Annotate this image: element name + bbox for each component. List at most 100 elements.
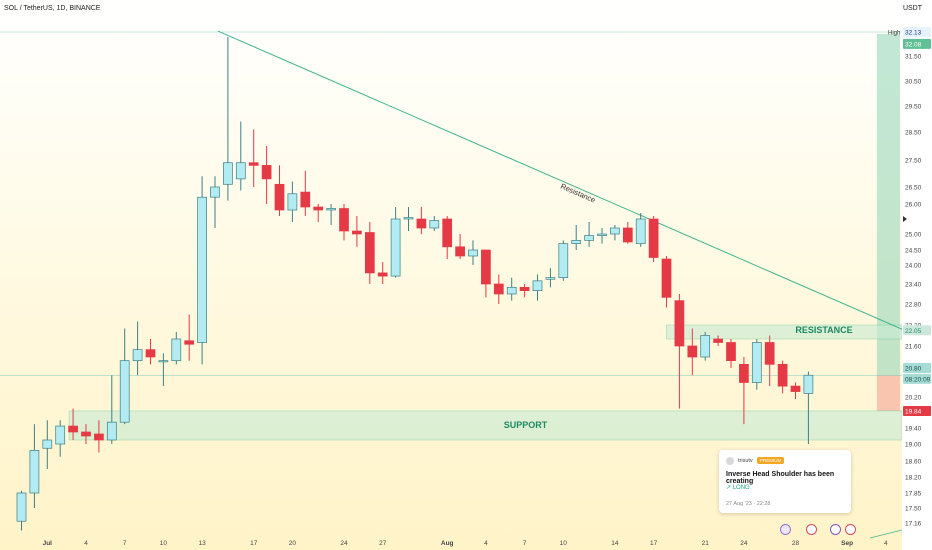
y-tick-label: 29.50	[905, 104, 922, 111]
candle-body	[764, 342, 775, 365]
candle-body	[519, 286, 530, 292]
idea-card[interactable]: trisutv PREMIUM Inverse Head Shoulder ha…	[719, 450, 851, 513]
candle-body	[197, 196, 207, 343]
x-tick-label: 4	[84, 540, 88, 547]
y-tick-label: 23.40	[905, 282, 922, 289]
candle-body	[455, 246, 465, 257]
candle-body	[223, 162, 233, 185]
stop-zone	[876, 375, 900, 411]
y-tick-label: 26.00	[905, 202, 922, 209]
candle-body	[597, 233, 607, 236]
candle-body	[506, 286, 517, 295]
candle-body	[313, 206, 324, 211]
flag-icon[interactable]	[806, 524, 817, 535]
premium-badge: PREMIUM	[757, 457, 785, 464]
candle	[42, 420, 53, 469]
lightning-icon[interactable]	[780, 524, 791, 535]
candle-body	[726, 342, 736, 362]
candle	[313, 204, 324, 222]
candle	[532, 274, 543, 301]
candle-body	[545, 277, 556, 280]
candle-body	[390, 218, 401, 277]
candle-body	[777, 363, 788, 387]
candle	[223, 36, 233, 201]
y-tick-label: 30.50	[905, 79, 922, 86]
price-tag-support: 19.84	[905, 408, 922, 415]
x-tick-label: 10	[560, 540, 568, 547]
y-tick-label: 24.50	[905, 248, 922, 255]
candle-body	[55, 425, 66, 445]
x-tick-label: 20	[289, 540, 297, 547]
y-tick-label: 19.00	[905, 442, 922, 449]
candle	[210, 176, 220, 228]
author-avatar	[726, 457, 734, 465]
candle	[197, 176, 207, 365]
x-tick-label: 17	[650, 540, 658, 547]
x-tick-label: 28	[792, 540, 800, 547]
chart-title[interactable]: SOL / TetherUS, 1D, BINANCE	[4, 5, 101, 12]
candle	[106, 375, 117, 444]
candle	[235, 121, 246, 191]
candle	[506, 277, 517, 301]
y-tick-label: 26.50	[905, 185, 922, 192]
x-tick-label: 27	[379, 540, 387, 547]
y-tick-label: 31.50	[905, 54, 922, 61]
long-tag-label: LONG	[732, 485, 750, 491]
candle	[94, 420, 104, 453]
candle	[339, 204, 349, 241]
candle	[364, 222, 375, 284]
candle	[274, 165, 285, 216]
quote-currency[interactable]: USDT	[902, 5, 922, 12]
candle-body	[210, 186, 220, 198]
candle	[545, 268, 556, 288]
candle	[751, 339, 762, 390]
price-tag-resistance: 22.05	[905, 328, 922, 335]
candle	[558, 240, 569, 281]
candle	[713, 335, 723, 346]
x-tick-label: 4	[884, 540, 888, 547]
candle	[584, 222, 594, 247]
price-tag-support-bg	[903, 405, 931, 416]
candle-body	[42, 439, 53, 449]
candle-body	[635, 218, 646, 244]
y-tick-label: 18.60	[905, 459, 922, 466]
y-tick-label: 24.00	[905, 263, 922, 270]
projection-line	[869, 529, 903, 539]
candle	[597, 228, 607, 244]
target-zone	[876, 33, 900, 376]
x-tick-label: Jul	[43, 540, 53, 547]
long-tag: ↗ LONG	[726, 485, 750, 491]
y-tick-label: 19.40	[905, 426, 922, 433]
candle-body	[558, 243, 569, 279]
candle	[158, 353, 169, 387]
price-tag-top-bg	[903, 38, 931, 49]
candle-body	[610, 227, 620, 235]
high-tag-bg	[903, 27, 931, 37]
high-label: High	[888, 31, 900, 37]
y-tick-label: 17.16	[905, 521, 922, 528]
flag-icon[interactable]	[845, 524, 856, 535]
candle	[326, 204, 336, 225]
candle-body	[739, 363, 749, 383]
flag-icon[interactable]	[830, 524, 841, 535]
price-tag-countdown: 08:20:09	[905, 376, 931, 383]
candle-body	[442, 218, 453, 248]
candle	[261, 146, 272, 204]
candle	[726, 339, 736, 368]
candle	[790, 382, 801, 399]
candle-body	[700, 335, 711, 358]
candle	[248, 129, 259, 187]
candle	[674, 294, 685, 409]
y-tick-label: 25.00	[905, 232, 922, 239]
candle	[519, 284, 530, 298]
price-tag-resistance-bg	[903, 325, 931, 336]
candle	[416, 207, 427, 234]
candle	[622, 222, 633, 244]
candle	[739, 357, 749, 425]
candle-body	[352, 230, 362, 235]
x-tick-label: 10	[160, 540, 168, 547]
candle	[777, 360, 788, 394]
y-tick-label: 28.50	[905, 130, 922, 137]
candle	[184, 314, 195, 361]
